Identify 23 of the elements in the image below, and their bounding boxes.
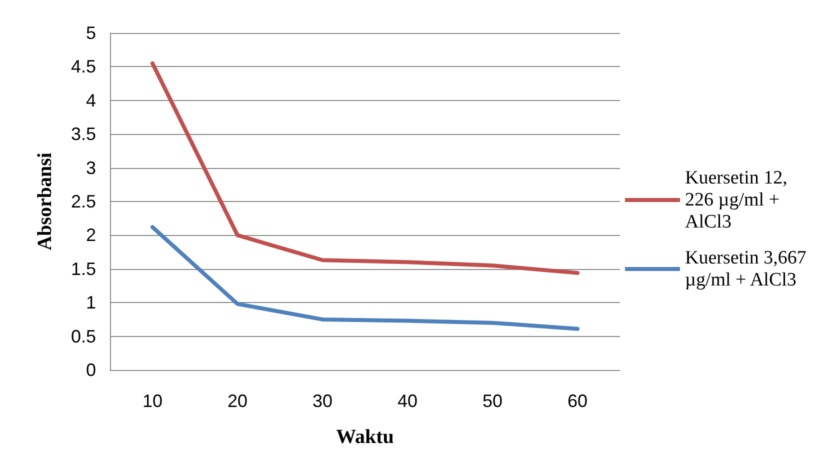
x-tick-label: 20: [227, 391, 248, 411]
x-tick-label: 60: [567, 391, 588, 411]
y-tick-label: 1.5: [70, 258, 96, 279]
y-tick-label: 0.5: [70, 326, 96, 346]
y-tick-label: 4: [86, 90, 96, 110]
y-tick-label: 2.5: [70, 192, 96, 212]
legend-label: Kuersetin 12,226 µg/ml + AlCl3: [685, 168, 788, 232]
x-tick-label: 50: [482, 391, 503, 411]
legend-label: Kuersetin 3,667 µg/ml + AlCl3: [685, 248, 812, 290]
y-tick-label: 3.5: [70, 124, 96, 144]
x-tick-label: 30: [312, 391, 333, 411]
y-axis-title: Absorbansi: [34, 152, 56, 250]
y-tick-label: 3: [86, 158, 96, 178]
x-tick-label: 40: [397, 391, 418, 411]
y-tick-label: 5: [86, 23, 96, 43]
x-axis-title: Waktu: [336, 426, 394, 448]
y-tick-label: 4.5: [70, 56, 96, 77]
x-tick-label: 10: [142, 391, 163, 411]
y-tick-label: 2: [86, 225, 96, 246]
y-tick-label: 0: [86, 360, 96, 380]
y-tick-label: 1: [86, 292, 96, 313]
line-series: [150, 225, 580, 331]
line-series: [150, 61, 580, 275]
